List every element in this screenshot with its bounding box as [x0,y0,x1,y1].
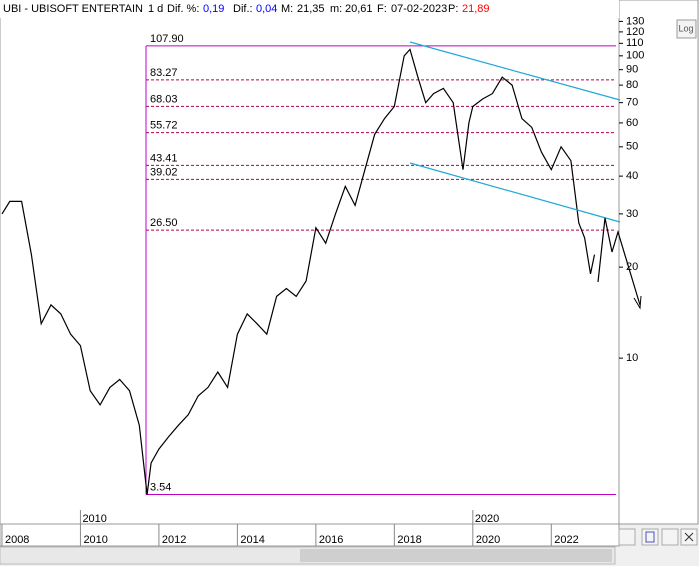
y-tick-label: 110 [626,37,644,49]
y-tick-label: 30 [626,208,638,220]
field-value: 21,35 [297,3,325,15]
x-tick-label: 2012 [162,534,186,546]
y-tick-label: 10 [626,352,638,364]
arrow-head [633,295,642,310]
right-button[interactable] [661,528,679,546]
level-label: 83.27 [150,67,178,79]
log-button[interactable] [676,19,697,39]
y-tick-label: 40 [626,170,638,182]
y-tick-label: 130 [626,15,644,27]
level-label: 3.54 [150,481,171,493]
field-label: M: [281,3,293,15]
x-tick-label: 2020 [476,534,500,546]
field-value: 07-02-2023 [391,3,447,15]
y-tick-label: 20 [626,261,638,273]
trend-line [409,41,621,101]
level-label: 26.50 [150,217,178,229]
level-label: 107.90 [150,33,184,45]
field-label: Dif.: [233,3,253,15]
log-label[interactable]: Log [678,23,693,33]
projection [597,217,641,306]
decade-label: 2020 [475,513,499,525]
level-label: 43.41 [150,152,178,164]
field-label: F: [377,3,387,15]
field-value: 20,61 [345,3,373,15]
level-label: 68.03 [150,93,178,105]
field-label: Dif. %: [167,3,199,15]
y-tick-label: 100 [626,50,644,62]
y-tick-label: 120 [626,26,644,38]
wave-button[interactable] [618,528,636,546]
x-tick-label: 2022 [554,534,578,546]
field-value: 0,19 [203,3,224,15]
y-tick-label: 90 [626,64,638,76]
save-button[interactable] [641,528,659,546]
field-label: m: [330,3,342,15]
x-tick-label: 2016 [319,534,343,546]
plot: 107.90 83.27 68.03 55.72 43.41 39.02 26.50 3.54 [1,33,616,495]
y-tick-label: 60 [626,117,638,129]
y-tick-label: 70 [626,97,638,109]
x-tick-label: 2008 [5,534,29,546]
trend-line [409,162,621,223]
price-axis [618,0,699,525]
decade-label: 2010 [82,513,106,525]
field-label: P: [448,3,458,15]
level-label: 39.02 [150,166,178,178]
level-label: 55.72 [150,120,178,132]
x-tick-label: 2010 [83,534,107,546]
interval: 1 d [148,3,163,15]
close-icon [684,532,694,542]
field-value: 21,89 [462,3,490,15]
header-bg [0,0,619,18]
ticker: UBI - UBISOFT ENTERTAIN [3,3,143,15]
save-icon [645,531,655,543]
y-tick-label: 50 [626,141,638,153]
field-value: 0,04 [256,3,277,15]
scroll-thumb[interactable] [300,549,612,562]
x-tick-label: 2018 [397,534,421,546]
y-tick-label: 80 [626,79,638,91]
x-tick-label: 2014 [240,534,264,546]
price-line [1,48,596,495]
